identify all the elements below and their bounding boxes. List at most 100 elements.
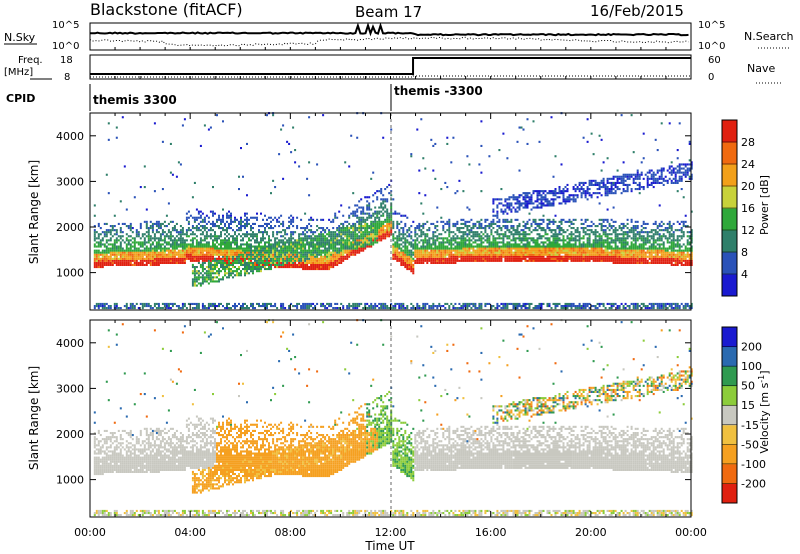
power-cell [334, 235, 337, 238]
power-cell [368, 202, 371, 205]
power-cell [350, 134, 353, 137]
power-cell [498, 253, 501, 256]
power-cell [314, 249, 317, 252]
power-cell [173, 237, 176, 240]
power-cell [440, 247, 443, 250]
power-cell [264, 222, 266, 225]
power-cell [420, 255, 423, 258]
power-cell [177, 257, 180, 260]
power-cell [304, 266, 307, 269]
power-cell [111, 249, 114, 252]
power-cell [546, 200, 549, 203]
power-cell [216, 259, 218, 262]
power-cell [214, 243, 216, 246]
power-cell [201, 276, 204, 279]
power-cell [262, 249, 264, 252]
power-cell [494, 239, 497, 242]
power-cell [107, 243, 110, 246]
power-cell [510, 249, 513, 252]
power-cell [228, 247, 230, 250]
power-cell [268, 255, 270, 258]
power-cell [342, 307, 345, 310]
power-cell [532, 192, 535, 195]
power-cell [113, 302, 116, 305]
power-cell [528, 192, 531, 195]
power-cell [322, 218, 325, 221]
power-cell [424, 235, 427, 238]
power-cell [216, 266, 218, 269]
power-cell [348, 243, 351, 246]
power-cell [424, 194, 427, 197]
power-cell [518, 231, 521, 234]
power-cell [262, 305, 264, 308]
power-cell [304, 237, 307, 240]
power-cell [288, 266, 291, 269]
power-cell [546, 249, 549, 252]
power-cell [504, 249, 507, 252]
power-cell [480, 259, 483, 262]
power-cell [187, 255, 190, 258]
power-cell [506, 229, 509, 232]
power-cell [294, 266, 297, 269]
power-cell [209, 255, 212, 258]
power-cell [290, 218, 293, 221]
power-cell [109, 247, 112, 250]
power-cell [332, 259, 335, 262]
power-cell [157, 245, 160, 248]
power-cell [502, 302, 505, 305]
power-cell [222, 257, 224, 260]
power-cell [234, 247, 236, 250]
power-cell [119, 235, 122, 238]
power-cell [159, 255, 162, 258]
power-cell [354, 204, 357, 207]
power-cell [308, 257, 311, 260]
power-cell [420, 257, 423, 260]
power-cell [562, 237, 565, 240]
power-cell [352, 243, 355, 246]
power-cell [252, 222, 254, 225]
power-cell [282, 266, 285, 269]
power-cell [576, 196, 579, 199]
power-cell [368, 206, 371, 209]
power-cell [526, 196, 529, 199]
power-cell [560, 233, 563, 236]
power-cell [264, 266, 266, 269]
power-cell [494, 222, 497, 225]
power-cell [228, 257, 230, 260]
power-cell [187, 229, 190, 232]
power-cell [240, 147, 242, 150]
power-cell [300, 266, 303, 269]
power-cell [370, 208, 373, 211]
power-cell [378, 237, 381, 240]
power-cell [302, 255, 305, 258]
power-cell [288, 263, 291, 266]
power-cell [406, 266, 409, 269]
power-cell [304, 247, 307, 250]
power-cell [242, 243, 244, 246]
power-cell [350, 305, 353, 308]
power-cell [163, 251, 166, 254]
power-cell [294, 161, 297, 164]
power-cell [484, 245, 487, 248]
power-cell [105, 233, 108, 236]
power-cell [109, 229, 112, 232]
power-cell [538, 257, 541, 260]
power-cell [181, 124, 184, 127]
power-cell [157, 255, 160, 258]
power-cell [454, 307, 457, 310]
power-cell [312, 249, 315, 252]
power-cell [362, 233, 365, 236]
power-cell [157, 231, 160, 234]
power-cell [252, 249, 254, 252]
power-cell [99, 257, 102, 260]
power-cell [370, 245, 373, 248]
power-cell [450, 257, 453, 260]
power-cell [472, 253, 475, 256]
power-cell [298, 233, 301, 236]
power-cell [99, 239, 102, 242]
power-cell [368, 196, 371, 199]
power-cell [362, 210, 365, 213]
power-cell [218, 270, 220, 273]
power-cell [93, 229, 96, 232]
power-cell [404, 251, 407, 254]
